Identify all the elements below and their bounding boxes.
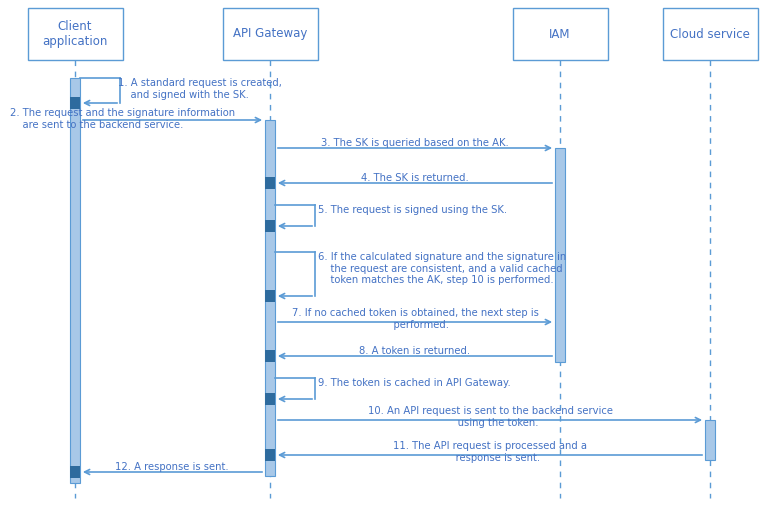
Bar: [265, 350, 275, 362]
Bar: [265, 449, 275, 461]
Text: 4. The SK is returned.: 4. The SK is returned.: [361, 173, 469, 183]
Bar: [662, 8, 757, 60]
Bar: [265, 177, 275, 189]
Text: Cloud service: Cloud service: [670, 27, 750, 41]
Text: 1. A standard request is created,
    and signed with the SK.: 1. A standard request is created, and si…: [118, 78, 282, 100]
Text: 11. The API request is processed and a
     response is sent.: 11. The API request is processed and a r…: [393, 441, 587, 463]
Text: 9. The token is cached in API Gateway.: 9. The token is cached in API Gateway.: [318, 378, 511, 388]
Bar: [265, 220, 275, 232]
Text: 8. A token is returned.: 8. A token is returned.: [360, 346, 471, 356]
Text: IAM: IAM: [549, 27, 571, 41]
Text: API Gateway: API Gateway: [233, 27, 307, 41]
Bar: [222, 8, 317, 60]
Text: 6. If the calculated signature and the signature in
    the request are consiste: 6. If the calculated signature and the s…: [318, 252, 566, 285]
Text: 10. An API request is sent to the backend service
     using the token.: 10. An API request is sent to the backen…: [367, 406, 612, 428]
Bar: [265, 120, 275, 476]
Text: Client
application: Client application: [42, 20, 107, 48]
Text: 2. The request and the signature information
    are sent to the backend service: 2. The request and the signature informa…: [10, 108, 235, 130]
Bar: [28, 8, 123, 60]
Bar: [70, 466, 80, 478]
Bar: [555, 148, 565, 362]
Bar: [513, 8, 608, 60]
Bar: [265, 393, 275, 405]
Text: 12. A response is sent.: 12. A response is sent.: [115, 462, 229, 472]
Bar: [705, 420, 715, 460]
Bar: [70, 78, 80, 483]
Text: 5. The request is signed using the SK.: 5. The request is signed using the SK.: [318, 205, 507, 215]
Text: 7. If no cached token is obtained, the next step is
    performed.: 7. If no cached token is obtained, the n…: [292, 308, 538, 330]
Bar: [265, 290, 275, 302]
Text: 3. The SK is queried based on the AK.: 3. The SK is queried based on the AK.: [321, 138, 509, 148]
Bar: [70, 97, 80, 109]
